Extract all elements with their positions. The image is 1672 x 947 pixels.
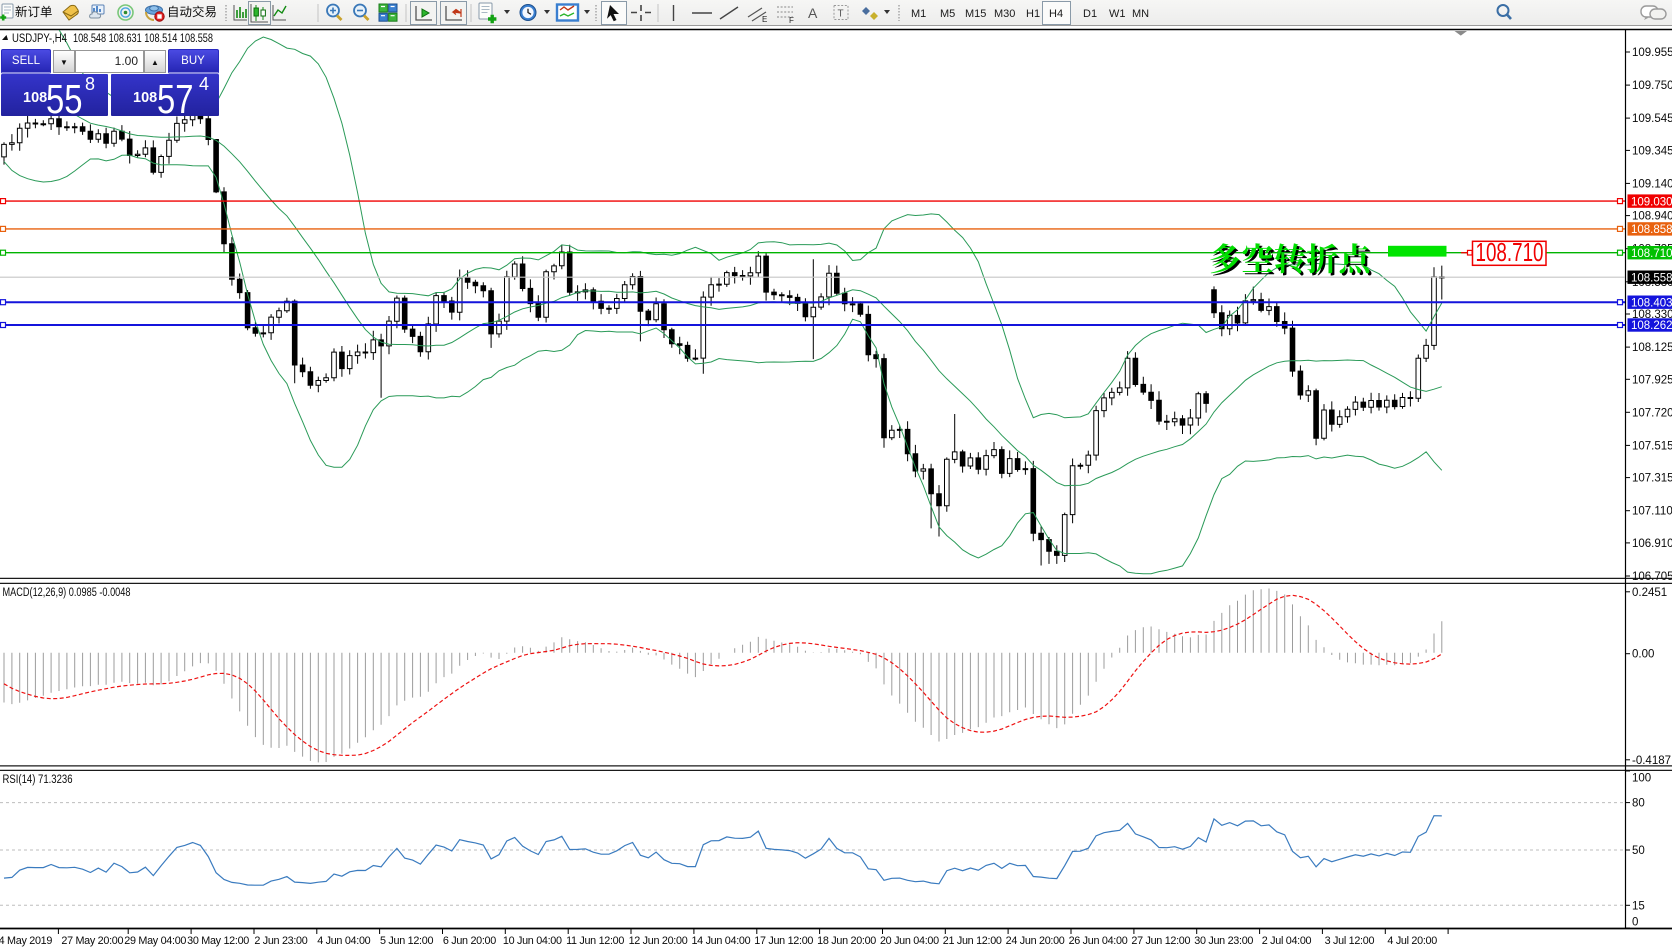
- svg-text:20 Jun 04:00: 20 Jun 04:00: [880, 935, 939, 947]
- svg-text:4 Jun 04:00: 4 Jun 04:00: [317, 935, 370, 947]
- svg-text:4 Jul 20:00: 4 Jul 20:00: [1387, 935, 1437, 947]
- svg-text:80: 80: [1632, 798, 1645, 810]
- svg-text:107.315: 107.315: [1632, 473, 1672, 485]
- svg-text:108.858: 108.858: [1631, 224, 1672, 236]
- svg-text:108.558: 108.558: [1631, 272, 1672, 284]
- svg-text:30 May 12:00: 30 May 12:00: [187, 935, 249, 947]
- svg-text:5 Jun 12:00: 5 Jun 12:00: [380, 935, 433, 947]
- svg-text:26 Jun 04:00: 26 Jun 04:00: [1069, 935, 1128, 947]
- svg-text:109.140: 109.140: [1632, 178, 1672, 190]
- svg-text:2 Jul 04:00: 2 Jul 04:00: [1262, 935, 1312, 947]
- svg-text:0.2451: 0.2451: [1632, 587, 1667, 599]
- svg-text:27 Jun 12:00: 27 Jun 12:00: [1131, 935, 1190, 947]
- svg-text:109.030: 109.030: [1631, 196, 1672, 208]
- svg-text:108.710: 108.710: [1631, 248, 1672, 260]
- svg-text:108.262: 108.262: [1631, 320, 1672, 332]
- svg-text:21 Jun 12:00: 21 Jun 12:00: [943, 935, 1002, 947]
- svg-text:106.705: 106.705: [1632, 571, 1672, 583]
- svg-text:M30: M30: [994, 8, 1015, 20]
- svg-text:T: T: [838, 9, 844, 20]
- svg-text:27 May 20:00: 27 May 20:00: [61, 935, 123, 947]
- svg-text:100: 100: [1632, 773, 1651, 785]
- svg-text:109.545: 109.545: [1632, 113, 1672, 125]
- svg-text:12 Jun 20:00: 12 Jun 20:00: [629, 935, 688, 947]
- svg-text:6 Jun 20:00: 6 Jun 20:00: [443, 935, 496, 947]
- svg-text:E: E: [762, 15, 767, 24]
- svg-text:M5: M5: [940, 8, 955, 20]
- svg-text:A: A: [808, 5, 818, 21]
- svg-text:109.345: 109.345: [1632, 145, 1672, 157]
- svg-text:F: F: [789, 16, 794, 25]
- svg-text:2 Jun 23:00: 2 Jun 23:00: [254, 935, 307, 947]
- svg-text:0: 0: [1632, 917, 1638, 929]
- svg-text:18 Jun 20:00: 18 Jun 20:00: [817, 935, 876, 947]
- svg-text:108.548 108.631 108.514 108.55: 108.548 108.631 108.514 108.558: [73, 33, 213, 45]
- svg-text:109.955: 109.955: [1632, 47, 1672, 59]
- svg-text:50: 50: [1632, 845, 1645, 857]
- svg-text:30 Jun 23:00: 30 Jun 23:00: [1194, 935, 1253, 947]
- svg-text:M15: M15: [965, 8, 986, 20]
- svg-text:15: 15: [1632, 900, 1645, 912]
- svg-text:24 May 2019: 24 May 2019: [0, 935, 52, 947]
- svg-text:106.910: 106.910: [1632, 538, 1672, 550]
- svg-text:W1: W1: [1109, 8, 1126, 20]
- svg-text:17 Jun 12:00: 17 Jun 12:00: [754, 935, 813, 947]
- svg-text:108.403: 108.403: [1631, 297, 1672, 309]
- svg-text:108.125: 108.125: [1632, 342, 1672, 354]
- svg-text:USDJPY-,H4: USDJPY-,H4: [12, 33, 67, 45]
- svg-text:M1: M1: [911, 8, 926, 20]
- svg-text:RSI(14) 71.3236: RSI(14) 71.3236: [3, 774, 73, 786]
- svg-text:107.720: 107.720: [1632, 407, 1672, 419]
- svg-text:14 Jun 04:00: 14 Jun 04:00: [691, 935, 750, 947]
- svg-text:108.710: 108.710: [1476, 237, 1544, 267]
- svg-text:3 Jul 12:00: 3 Jul 12:00: [1325, 935, 1375, 947]
- svg-text:108.330: 108.330: [1632, 309, 1672, 321]
- svg-text:10 Jun 04:00: 10 Jun 04:00: [503, 935, 562, 947]
- svg-text:MACD(12,26,9) 0.0985 -0.0048: MACD(12,26,9) 0.0985 -0.0048: [3, 587, 131, 599]
- svg-text:29 May 04:00: 29 May 04:00: [124, 935, 186, 947]
- svg-text:24 Jun 20:00: 24 Jun 20:00: [1006, 935, 1065, 947]
- svg-text:11 Jun 12:00: 11 Jun 12:00: [566, 935, 624, 947]
- svg-text:-0.4187: -0.4187: [1632, 755, 1671, 767]
- svg-text:H1: H1: [1026, 8, 1040, 20]
- svg-text:D1: D1: [1083, 8, 1097, 20]
- svg-text:H4: H4: [1049, 8, 1063, 20]
- svg-text:109.750: 109.750: [1632, 80, 1672, 92]
- svg-text:107.110: 107.110: [1632, 506, 1672, 518]
- svg-text:107.925: 107.925: [1632, 374, 1672, 386]
- svg-text:107.515: 107.515: [1632, 440, 1672, 452]
- svg-text:0.00: 0.00: [1632, 649, 1654, 661]
- svg-text:MN: MN: [1132, 8, 1149, 20]
- svg-text:108.940: 108.940: [1632, 211, 1672, 223]
